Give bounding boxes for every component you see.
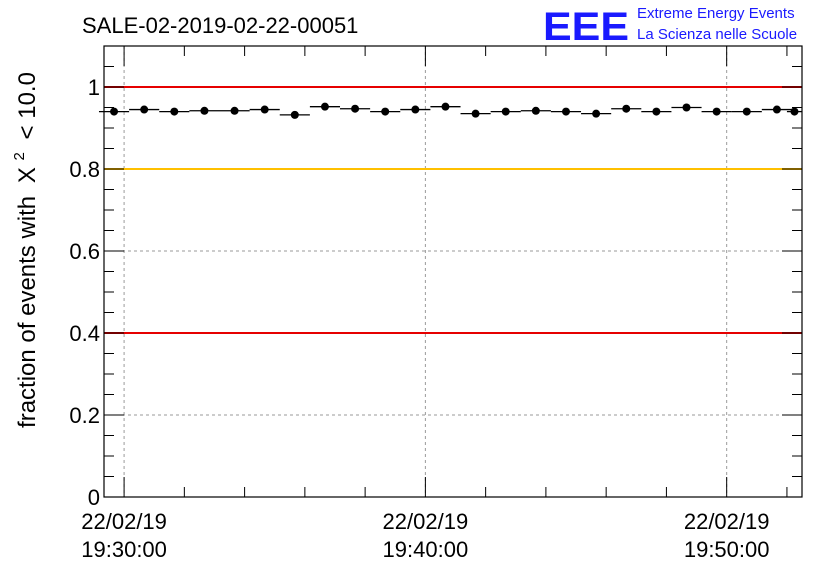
y-tick-label: 1 (88, 75, 100, 100)
data-point-marker (712, 107, 721, 116)
data-point-marker (170, 107, 179, 116)
data-point (129, 105, 160, 114)
reference-lines (104, 86, 802, 334)
x-tick-time-label: 19:30:00 (81, 537, 167, 562)
data-point (641, 107, 672, 116)
data-point (340, 104, 371, 113)
data-point (159, 107, 190, 116)
data-point (98, 107, 130, 116)
data-point (490, 107, 521, 116)
data-point (701, 107, 732, 116)
data-point (611, 104, 642, 113)
data-point (249, 105, 280, 114)
data-point (520, 106, 551, 115)
data-points (98, 102, 802, 119)
x-tick-time-label: 19:50:00 (684, 537, 770, 562)
data-point (400, 105, 431, 114)
data-point (761, 105, 792, 114)
data-point-marker (790, 107, 799, 116)
eee-logo: EEE Extreme Energy Events La Scienza nel… (543, 5, 797, 49)
data-point-marker (561, 107, 570, 116)
y-tick-label: 0 (88, 485, 100, 510)
data-point (279, 110, 310, 119)
data-point-marker (411, 105, 420, 114)
y-axis-title-suffix: < 10.0 (14, 72, 41, 139)
data-point (550, 107, 582, 116)
x-tick-date-label: 22/02/19 (383, 509, 469, 534)
data-point (786, 107, 802, 116)
data-point-marker (742, 107, 751, 116)
data-point-marker (230, 106, 239, 115)
axes (103, 45, 803, 498)
data-point-marker (110, 107, 119, 116)
data-point (219, 106, 250, 115)
data-point (309, 102, 341, 111)
y-axis-title: fraction of events with X 2 < 10.0 (3, 72, 41, 428)
y-axis-title-text: fraction of events with (14, 196, 41, 428)
x-tick-date-label: 22/02/19 (81, 509, 167, 534)
data-point-marker (531, 106, 540, 115)
y-tick-label: 0.2 (69, 403, 100, 428)
y-tick-label: 0.4 (69, 321, 100, 346)
data-point (731, 107, 762, 116)
data-point (460, 109, 491, 118)
y-tick-label: 0.6 (69, 239, 100, 264)
y-axis-title-symbol: X (14, 167, 41, 183)
data-point-marker (290, 110, 299, 119)
data-point-marker (652, 107, 661, 116)
data-point-marker (351, 104, 360, 113)
data-point-marker (772, 105, 781, 114)
data-point (430, 102, 461, 111)
x-tick-labels: 22/02/19 19:30:00 22/02/19 19:40:00 22/02/19… (81, 509, 769, 562)
data-point-marker (471, 109, 480, 118)
y-tick-label: 0.8 (69, 157, 100, 182)
data-point-marker (320, 102, 329, 111)
data-point-marker (381, 107, 390, 116)
data-point (189, 106, 220, 115)
data-point-marker (200, 106, 209, 115)
data-point (581, 109, 612, 118)
data-point-marker (501, 107, 510, 116)
data-point-marker (592, 109, 601, 118)
x-tick-time-label: 19:40:00 (383, 537, 469, 562)
data-point (671, 103, 702, 112)
data-point-marker (140, 105, 149, 114)
logo-line-2: La Scienza nelle Scuole (637, 26, 797, 43)
x-tick-date-label: 22/02/19 (684, 509, 770, 534)
y-axis-title-superscript: 2 (11, 152, 28, 160)
y-tick-labels: 0 0.2 0.4 0.6 0.8 1 (69, 75, 100, 510)
data-point-marker (441, 102, 450, 111)
data-point-marker (622, 104, 631, 113)
logo-mark: EEE (543, 5, 629, 49)
data-point-marker (682, 103, 691, 112)
data-point-marker (260, 105, 269, 114)
chart-title: SALE-02-2019-02-22-00051 (82, 13, 358, 38)
logo-line-1: Extreme Energy Events (637, 5, 795, 22)
data-point (370, 107, 401, 116)
